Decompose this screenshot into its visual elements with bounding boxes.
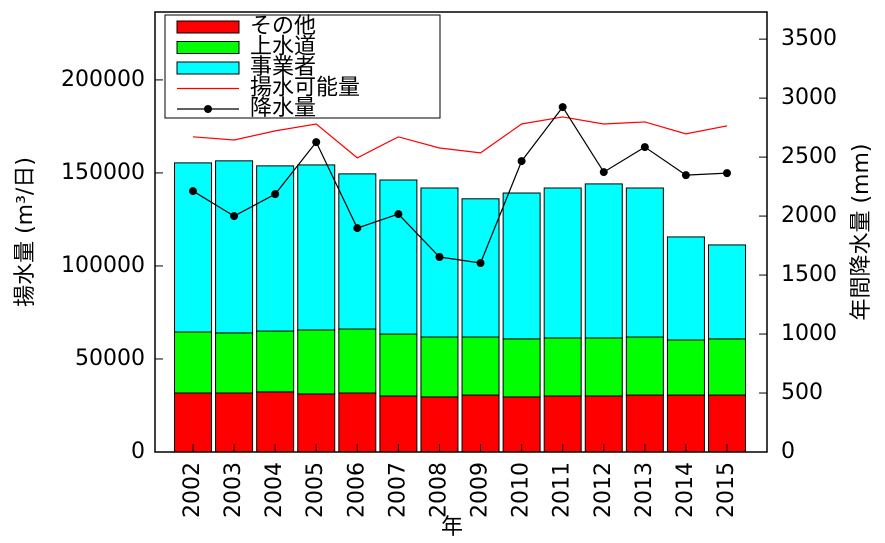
bar	[584, 337, 623, 397]
bar	[174, 162, 212, 333]
x-tick-label: 2015	[714, 462, 739, 518]
marker	[312, 138, 321, 147]
bar	[297, 393, 336, 453]
y2-tick-label: 3000	[781, 85, 837, 110]
marker	[599, 168, 608, 177]
bar	[215, 160, 254, 334]
x-tick-label: 2005	[303, 462, 328, 518]
y-tick-label: 150000	[61, 160, 145, 185]
bar	[461, 394, 500, 453]
y-tick-label: 0	[131, 439, 145, 464]
marker	[271, 190, 280, 199]
bar	[420, 336, 459, 398]
plot-frame	[154, 11, 768, 453]
bar	[297, 164, 336, 331]
y2-tick-label: 1500	[781, 262, 837, 287]
bar	[338, 173, 377, 330]
bar	[625, 187, 664, 338]
bar	[708, 394, 746, 453]
x-tick-label: 2002	[180, 462, 205, 518]
legend-label: その他	[250, 14, 316, 39]
bar	[625, 394, 664, 453]
bar	[379, 395, 418, 453]
bar	[625, 336, 664, 396]
x-tick-label: 2009	[468, 462, 493, 518]
y-tick-label: 50000	[75, 346, 145, 371]
bar	[543, 337, 582, 397]
bar	[666, 394, 705, 453]
x-tick-label: 2010	[509, 462, 534, 518]
bar	[420, 396, 459, 453]
bar	[256, 330, 295, 393]
marker	[230, 212, 239, 221]
marker	[558, 103, 567, 112]
bar	[666, 339, 705, 396]
y2-axis-label: 年間降水量 (mm)	[849, 143, 874, 320]
line	[192, 116, 728, 159]
x-tick-label: 2013	[632, 462, 657, 518]
bar	[502, 396, 541, 453]
legend-swatch	[176, 41, 240, 54]
bar	[297, 329, 336, 395]
legend-swatch	[176, 61, 240, 75]
bar	[461, 336, 500, 396]
y2-tick-label: 2000	[781, 203, 837, 228]
bar	[338, 392, 377, 453]
bar	[543, 187, 582, 339]
marker	[723, 169, 731, 178]
bar	[708, 338, 746, 396]
x-tick-label: 2008	[426, 462, 451, 518]
legend-label: 事業者	[250, 55, 316, 80]
marker	[476, 259, 485, 268]
bar	[502, 192, 541, 340]
bar	[174, 331, 212, 394]
legend-marker	[204, 105, 212, 113]
bar	[666, 236, 705, 341]
marker	[394, 210, 403, 219]
y2-tick-label: 500	[781, 380, 823, 405]
legend-label: 降水量	[250, 96, 316, 121]
bar	[338, 328, 377, 394]
marker	[640, 143, 649, 152]
x-tick-label: 2003	[221, 462, 246, 518]
line	[192, 106, 728, 264]
bar	[379, 333, 418, 397]
legend-label: 揚水可能量	[250, 76, 360, 101]
bar	[584, 395, 623, 453]
bar	[543, 395, 582, 453]
y-axis-label: 揚水量 (m³/日)	[13, 157, 38, 307]
y2-tick-label: 0	[781, 439, 795, 464]
bar	[461, 198, 500, 338]
bar	[215, 332, 254, 394]
marker	[681, 171, 690, 180]
bar	[584, 183, 623, 339]
x-tick-label: 2012	[591, 462, 616, 518]
y2-tick-label: 1000	[781, 321, 837, 346]
bar	[502, 338, 541, 398]
bar	[174, 392, 212, 453]
legend-label: 上水道	[250, 35, 316, 60]
x-tick-label: 2014	[673, 462, 698, 518]
x-axis-label: 年	[441, 515, 463, 540]
x-tick-label: 2011	[550, 462, 575, 518]
marker	[189, 187, 197, 196]
x-tick-label: 2004	[262, 462, 287, 518]
bar	[215, 392, 254, 453]
y-tick-label: 200000	[61, 67, 145, 92]
legend-swatch	[176, 20, 240, 34]
marker	[435, 253, 444, 262]
y2-tick-label: 3500	[781, 26, 837, 51]
bar	[708, 244, 746, 340]
bar	[256, 391, 295, 453]
marker	[353, 224, 362, 233]
x-tick-label: 2007	[385, 462, 410, 518]
bar	[420, 187, 459, 338]
bar	[379, 179, 418, 335]
marker	[517, 157, 526, 166]
x-tick-label: 2006	[344, 462, 369, 518]
y2-tick-label: 2500	[781, 144, 837, 169]
y-tick-label: 100000	[61, 253, 145, 278]
